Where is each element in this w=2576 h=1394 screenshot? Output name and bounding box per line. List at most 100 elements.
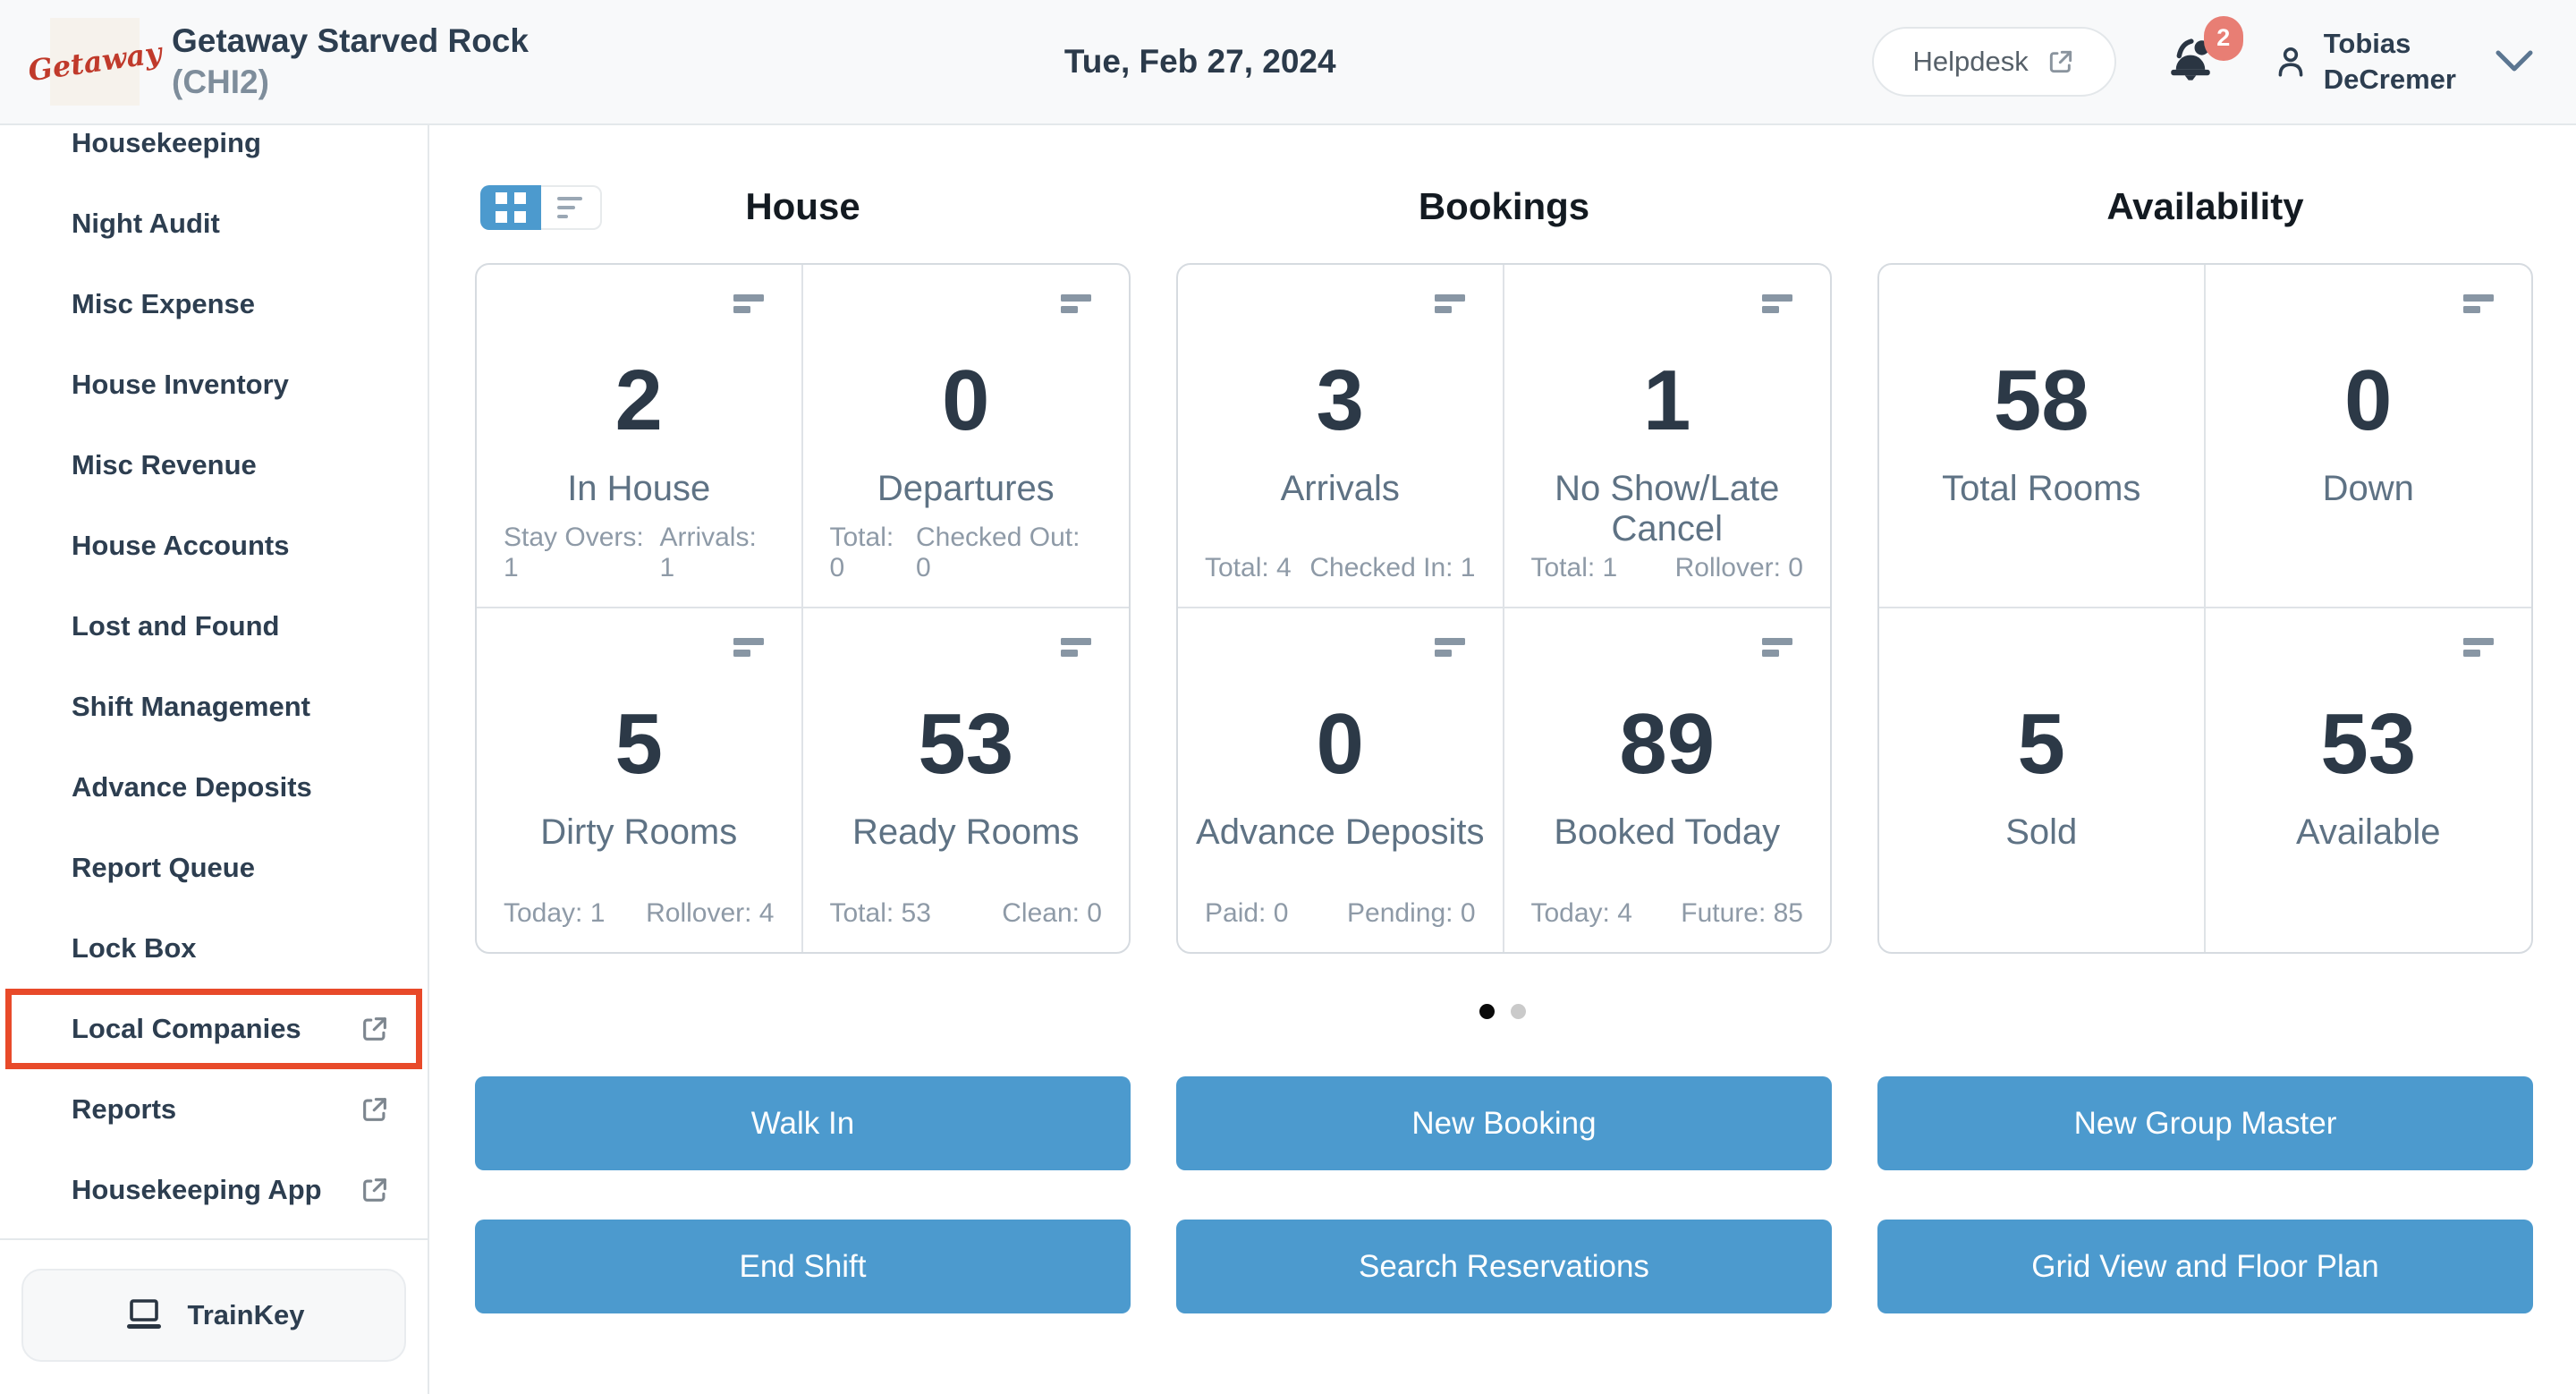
stats-bars-icon[interactable]: [1059, 293, 1095, 315]
walk-in-button[interactable]: Walk In: [475, 1076, 1131, 1170]
stats-bars-icon[interactable]: [1059, 637, 1095, 659]
stat-value: 0: [942, 353, 990, 448]
stat-breakdown-item: Stay Overs: 1: [504, 523, 644, 582]
stat-card-dirty-rooms[interactable]: 5 Dirty Rooms Today: 1 Rollover: 4: [477, 608, 803, 952]
stats-bars-icon[interactable]: [1433, 293, 1469, 315]
end-shift-button[interactable]: End Shift: [475, 1220, 1131, 1313]
trainkey-button[interactable]: TrainKey: [21, 1269, 406, 1362]
stat-breakdown: Total: 1 Rollover: 0: [1531, 553, 1804, 583]
stat-card-no-show-late-cancel[interactable]: 1 No Show/Late Cancel Total: 1 Rollover: 0: [1504, 265, 1830, 608]
user-menu[interactable]: Tobias DeCremer: [2274, 26, 2533, 98]
sidebar-item-housekeeping[interactable]: Housekeeping: [5, 125, 422, 183]
stat-card-departures[interactable]: 0 Departures Total: 0 Checked Out: 0: [802, 265, 1129, 608]
stat-card-ready-rooms[interactable]: 53 Ready Rooms Total: 53 Clean: 0: [803, 608, 1130, 952]
user-first-name: Tobias: [2323, 27, 2411, 59]
helpdesk-button[interactable]: Helpdesk: [1871, 27, 2116, 97]
trainkey-label: TrainKey: [187, 1299, 305, 1330]
stat-card-arrivals[interactable]: 3 Arrivals Total: 4 Checked In: 1: [1178, 265, 1504, 608]
property-code: (CHI2): [172, 64, 269, 100]
stat-breakdown-item: Future: 85: [1681, 898, 1803, 928]
stats-bars-icon[interactable]: [2462, 293, 2497, 315]
sidebar-item-night-audit[interactable]: Night Audit: [5, 183, 422, 264]
list-view-button[interactable]: [541, 185, 602, 230]
stat-breakdown-item: Total: 0: [829, 523, 894, 582]
stats-bars-icon[interactable]: [1760, 293, 1796, 315]
sidebar-item-label: Report Queue: [72, 852, 255, 883]
stat-breakdown-item: Today: 4: [1530, 898, 1632, 928]
stat-card-booked-today[interactable]: 89 Booked Today Today: 4 Future: 85: [1504, 608, 1831, 952]
stat-value: 89: [1619, 696, 1716, 792]
new-booking-button[interactable]: New Booking: [1176, 1076, 1832, 1170]
grid-view-button[interactable]: [480, 185, 541, 230]
stat-breakdown-item: Paid: 0: [1205, 898, 1289, 928]
pagination-dot-2[interactable]: [1511, 1004, 1526, 1019]
sidebar-item-label: Misc Revenue: [72, 449, 257, 480]
sidebar-item-housekeeping-app[interactable]: Housekeeping App: [5, 1150, 422, 1230]
stats-bars-icon[interactable]: [732, 293, 767, 315]
stat-label: No Show/Late Cancel: [1555, 469, 1780, 548]
user-last-name: DeCremer: [2323, 64, 2456, 95]
external-link-icon: [363, 1098, 386, 1121]
sidebar: Housekeeping Night Audit Misc Expense House…: [0, 125, 429, 1394]
pagination-dot-1[interactable]: [1479, 1004, 1495, 1019]
stats-bars-icon[interactable]: [2462, 637, 2497, 659]
stat-label: Sold: [2005, 812, 2078, 852]
stat-label: Arrivals: [1280, 469, 1400, 508]
property-name: Getaway Starved Rock: [172, 21, 529, 59]
stat-breakdown-item: Arrivals: 1: [659, 523, 757, 582]
sidebar-item-shift-management[interactable]: Shift Management: [5, 667, 422, 747]
stat-card-available[interactable]: 53 Available: [2206, 608, 2532, 952]
sidebar-item-misc-revenue[interactable]: Misc Revenue: [5, 425, 422, 506]
stats-bars-icon[interactable]: [732, 637, 767, 659]
sidebar-item-label: Housekeeping App: [72, 1174, 322, 1205]
sidebar-item-lock-box[interactable]: Lock Box: [5, 908, 422, 989]
stat-card-sold[interactable]: 5 Sold: [1879, 608, 2206, 952]
stat-value: 0: [1316, 696, 1364, 792]
business-date: Tue, Feb 27, 2024: [1063, 43, 1336, 80]
stat-label: Available: [2295, 812, 2441, 852]
quick-actions: Walk In New Booking New Group Master End Sh…: [475, 1076, 2533, 1313]
stat-breakdown: Stay Overs: 1 Arrivals: 1: [504, 523, 775, 583]
stat-card-in-house[interactable]: 2 In House Stay Overs: 1 Arrivals: 1: [477, 265, 803, 608]
stat-card-total-rooms[interactable]: 58 Total Rooms: [1879, 265, 2206, 608]
new-group-master-button[interactable]: New Group Master: [1877, 1076, 2533, 1170]
stat-label: Total Rooms: [1942, 469, 2141, 508]
sidebar-item-label: Lost and Found: [72, 610, 280, 642]
sidebar-item-local-companies[interactable]: Local Companies: [5, 989, 422, 1069]
bell-icon: [2171, 38, 2210, 81]
sidebar-item-label: Reports: [72, 1093, 177, 1125]
stats-bars-icon[interactable]: [1433, 637, 1469, 659]
stat-breakdown: Total: 53 Clean: 0: [830, 898, 1103, 929]
section-headers: House Bookings Availability: [475, 184, 2533, 229]
stat-breakdown-item: Total: 53: [829, 898, 931, 928]
search-reservations-button[interactable]: Search Reservations: [1176, 1220, 1832, 1313]
grid-view-and-floor-plan-button[interactable]: Grid View and Floor Plan: [1877, 1220, 2533, 1313]
stat-label: Dirty Rooms: [540, 812, 738, 852]
sidebar-item-report-queue[interactable]: Report Queue: [5, 828, 422, 908]
property-block: Getaway Getaway Starved Rock (CHI2): [26, 18, 529, 106]
stat-card-advance-deposits[interactable]: 0 Advance Deposits Paid: 0 Pending: 0: [1178, 608, 1504, 952]
external-link-icon: [2049, 50, 2072, 73]
chevron-down-icon: [2496, 50, 2533, 72]
stat-card-down[interactable]: 0 Down: [2205, 265, 2531, 608]
sidebar-item-advance-deposits[interactable]: Advance Deposits: [5, 747, 422, 828]
sidebar-item-reports[interactable]: Reports: [5, 1069, 422, 1150]
sidebar-item-misc-expense[interactable]: Misc Expense: [5, 264, 422, 344]
sidebar-item-house-accounts[interactable]: House Accounts: [5, 506, 422, 586]
stat-label: Ready Rooms: [852, 812, 1080, 852]
sidebar-item-label: Misc Expense: [72, 288, 256, 319]
sidebar-item-lost-and-found[interactable]: Lost and Found: [5, 586, 422, 667]
getaway-logo-text: Getaway: [26, 35, 164, 89]
stat-label: Down: [2322, 469, 2414, 508]
card-group-availability: 58 Total Rooms 0 Down 5 Sold 53 Available: [1877, 263, 2533, 954]
stats-bars-icon[interactable]: [1760, 637, 1796, 659]
grid-view-icon: [496, 192, 526, 223]
stat-value: 1: [1643, 353, 1691, 448]
sidebar-item-label: Local Companies: [72, 1013, 301, 1044]
external-link-icon: [363, 1178, 386, 1202]
sidebar-item-house-inventory[interactable]: House Inventory: [5, 344, 422, 425]
dashboard: House Bookings Availability 2 In House Stay …: [429, 125, 2576, 1394]
sidebar-item-label: House Inventory: [72, 369, 289, 400]
notifications-button[interactable]: 2: [2165, 15, 2243, 90]
sidebar-item-label: Lock Box: [72, 932, 197, 964]
